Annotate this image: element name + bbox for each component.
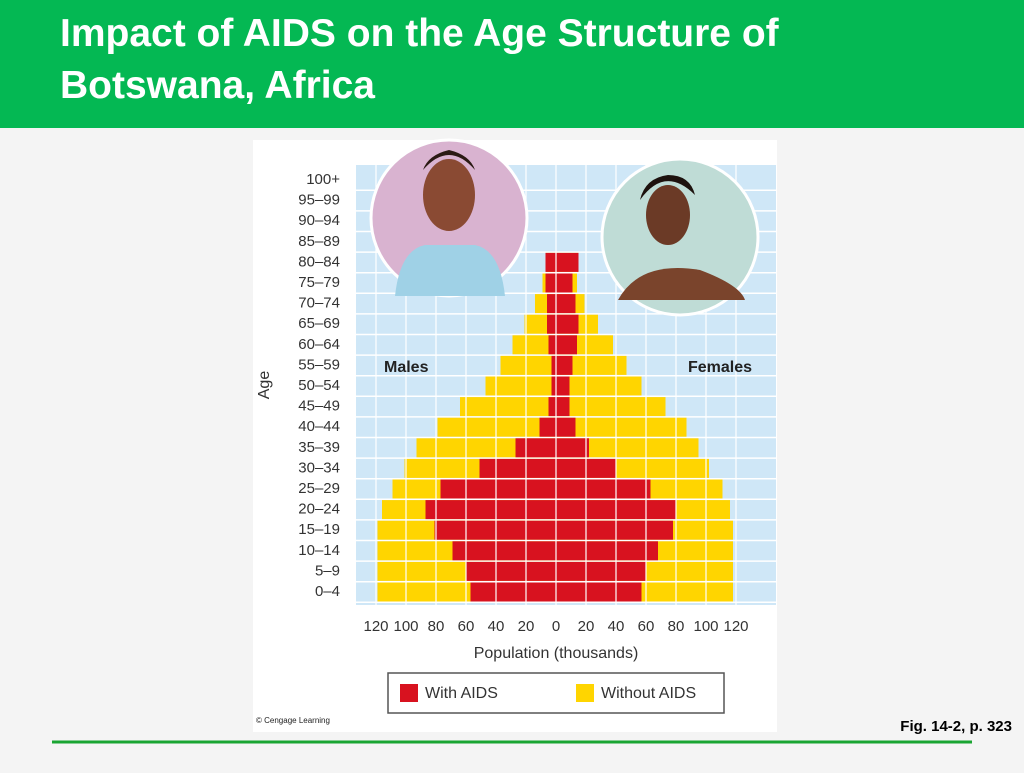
legend: With AIDS Without AIDS xyxy=(400,684,696,702)
bar xyxy=(425,500,556,520)
y-tick-label: 60–64 xyxy=(298,336,340,353)
bar xyxy=(556,273,573,293)
bar xyxy=(556,252,579,272)
bar xyxy=(440,479,556,499)
y-tick-label: 75–79 xyxy=(298,274,340,291)
bar xyxy=(434,520,556,540)
bar xyxy=(556,438,589,458)
bar xyxy=(512,335,556,355)
y-tick-label: 40–44 xyxy=(298,418,340,435)
y-tick-label: 45–49 xyxy=(298,398,340,415)
plot xyxy=(356,165,776,605)
bar xyxy=(548,335,556,355)
bar xyxy=(551,376,556,396)
bar xyxy=(556,355,573,375)
bar xyxy=(556,355,627,375)
bar xyxy=(460,397,556,417)
bar xyxy=(556,417,576,437)
bar xyxy=(539,417,556,437)
bar xyxy=(556,314,579,334)
x-tick-label: 120 xyxy=(363,618,388,635)
bar xyxy=(470,582,556,602)
bar xyxy=(500,355,556,375)
x-tick-label: 40 xyxy=(608,618,625,635)
y-tick-label: 0–4 xyxy=(315,583,340,600)
credit: © Cengage Learning xyxy=(256,716,330,725)
bar xyxy=(556,561,646,581)
bar xyxy=(556,520,673,540)
x-tick-label: 80 xyxy=(668,618,685,635)
y-tick-label: 95–99 xyxy=(298,192,340,209)
x-axis-label: Population (thousands) xyxy=(474,645,639,662)
bar xyxy=(556,438,699,458)
title-box: Impact of AIDS on the Age Structure of B… xyxy=(60,12,779,107)
y-tick-label: 100+ xyxy=(306,171,340,188)
bar xyxy=(556,541,658,561)
y-axis-label: Age xyxy=(256,371,273,400)
x-tick-label: 60 xyxy=(638,618,655,635)
x-tick-label: 0 xyxy=(552,618,560,635)
bar xyxy=(548,397,556,417)
bar xyxy=(547,294,556,314)
x-tick-label: 60 xyxy=(458,618,475,635)
y-tick-label: 70–74 xyxy=(298,295,340,312)
bar xyxy=(556,397,570,417)
y-tick-label: 65–69 xyxy=(298,315,340,332)
y-tick-label: 80–84 xyxy=(298,253,340,270)
figure-ref: Fig. 14-2, p. 323 xyxy=(900,718,1012,735)
slide-title: Impact of AIDS on the Age Structure of B… xyxy=(60,12,779,107)
bar xyxy=(556,294,576,314)
portrait-male xyxy=(369,138,529,298)
x-tick-label: 40 xyxy=(488,618,505,635)
y-tick-label: 25–29 xyxy=(298,480,340,497)
portrait-female xyxy=(600,157,760,317)
header-band xyxy=(0,0,1024,128)
y-tick-label: 5–9 xyxy=(315,562,340,579)
x-tick-label: 80 xyxy=(428,618,445,635)
x-tick-label: 120 xyxy=(723,618,748,635)
legend-label: Without AIDS xyxy=(601,685,696,702)
bar xyxy=(479,458,556,478)
y-tick-label: 85–89 xyxy=(298,233,340,250)
y-tick-label: 30–34 xyxy=(298,459,340,476)
bar xyxy=(556,479,651,499)
y-tick-label: 20–24 xyxy=(298,501,340,518)
legend-box xyxy=(387,672,725,714)
bar xyxy=(556,376,642,396)
bar xyxy=(485,376,556,396)
y-tick-label: 35–39 xyxy=(298,439,340,456)
x-tick-label: 20 xyxy=(518,618,535,635)
side-label: Females xyxy=(688,359,752,376)
legend-swatch xyxy=(400,684,418,702)
y-tick-label: 55–59 xyxy=(298,356,340,373)
bar xyxy=(545,252,556,272)
bar xyxy=(556,397,666,417)
bar xyxy=(452,541,556,561)
x-tick-label: 100 xyxy=(693,618,718,635)
x-tick-label: 20 xyxy=(578,618,595,635)
x-tick-label: 100 xyxy=(393,618,418,635)
bar xyxy=(556,582,642,602)
bar xyxy=(547,314,556,334)
bar xyxy=(545,273,556,293)
bar xyxy=(466,561,556,581)
bar xyxy=(515,438,556,458)
bar xyxy=(556,376,570,396)
bar xyxy=(556,417,687,437)
y-tick-label: 15–19 xyxy=(298,521,340,538)
y-tick-label: 10–14 xyxy=(298,542,340,559)
bar xyxy=(437,417,556,437)
bar xyxy=(551,355,556,375)
y-tick-label: 90–94 xyxy=(298,212,340,229)
side-label: Males xyxy=(384,359,429,376)
y-tick-label: 50–54 xyxy=(298,377,340,394)
bar xyxy=(556,335,577,355)
legend-swatch xyxy=(576,684,594,702)
legend-label: With AIDS xyxy=(425,685,498,702)
